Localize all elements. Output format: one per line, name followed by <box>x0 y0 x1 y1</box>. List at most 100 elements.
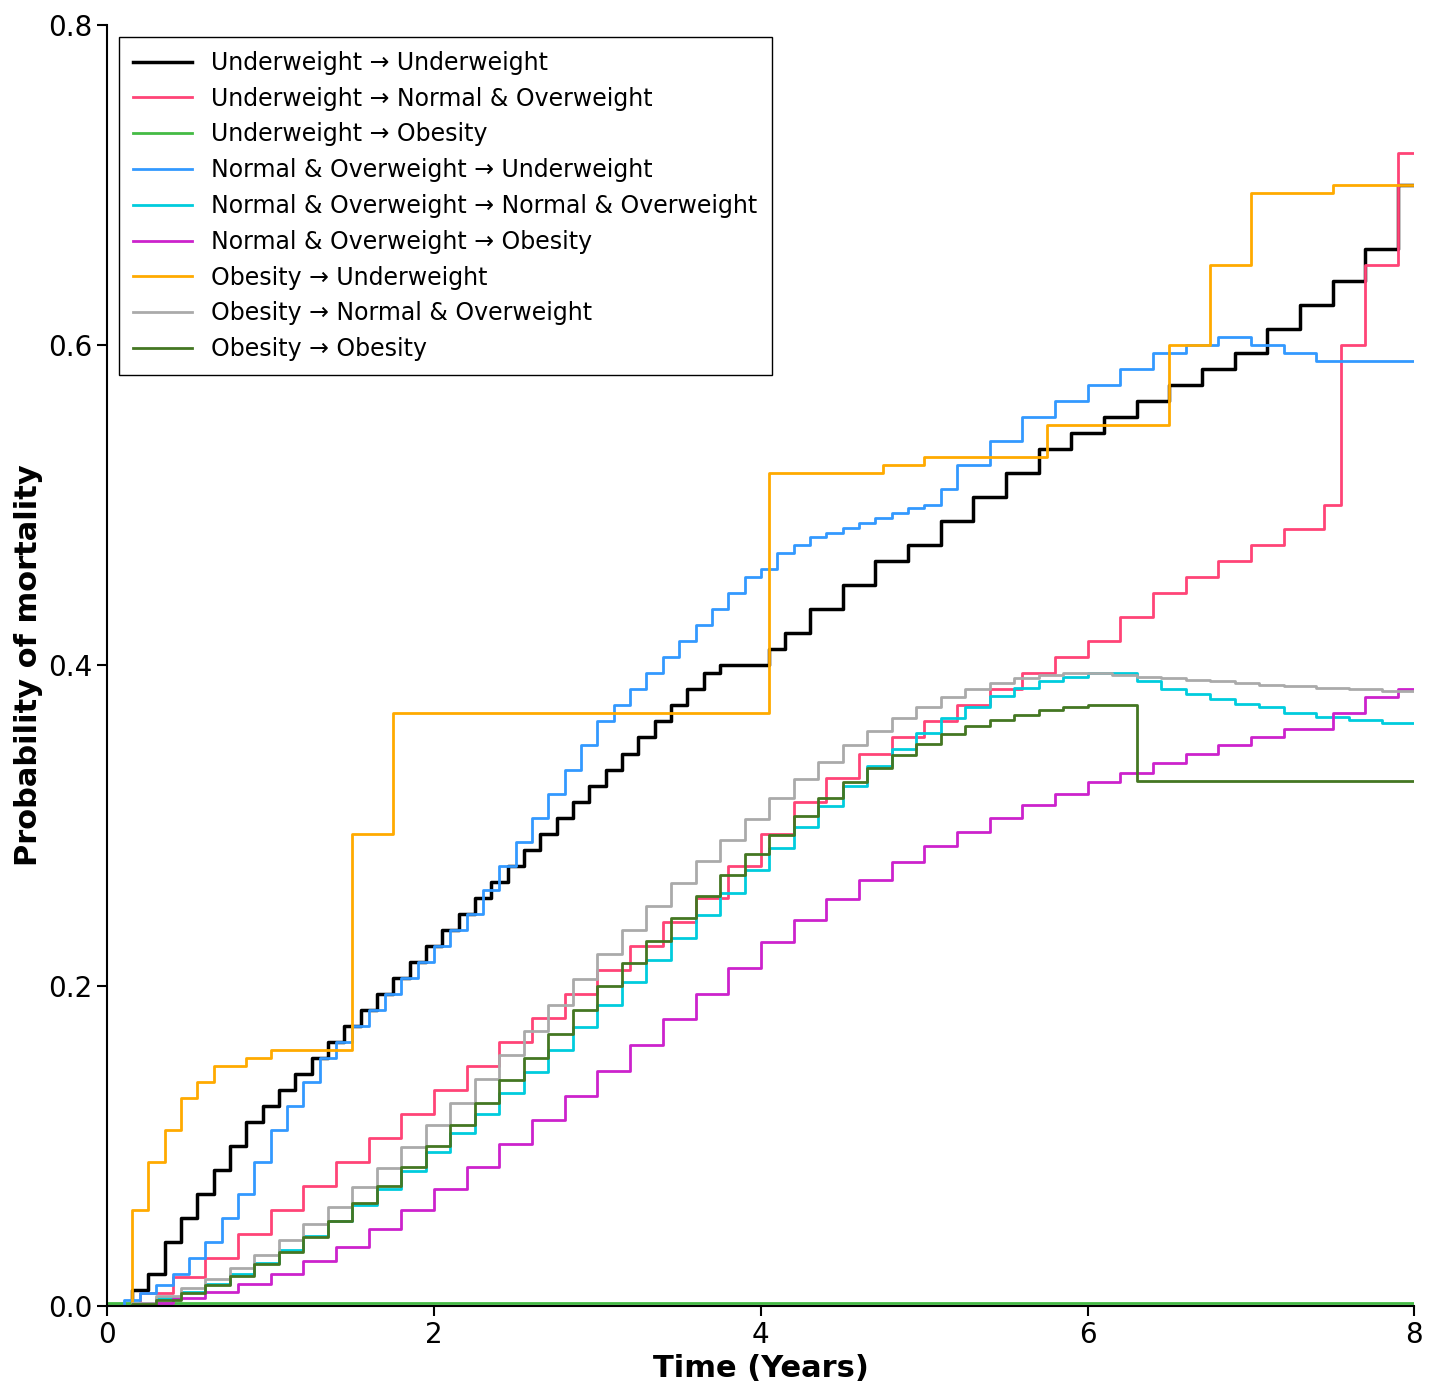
Underweight → Normal & Overweight <box>1405 145 1423 162</box>
Normal & Overweight → Normal & Overweight <box>1250 698 1267 715</box>
Normal & Overweight → Underweight <box>589 712 606 729</box>
Underweight → Normal & Overweight <box>491 1034 509 1051</box>
Obesity → Underweight <box>1038 416 1055 433</box>
Obesity → Obesity <box>858 760 875 777</box>
Underweight → Normal & Overweight <box>851 745 868 761</box>
Underweight → Normal & Overweight <box>818 770 835 787</box>
Underweight → Normal & Overweight <box>1144 585 1161 602</box>
Normal & Overweight → Obesity <box>197 1284 214 1301</box>
Obesity → Obesity <box>1405 773 1423 789</box>
Normal & Overweight → Obesity <box>1323 705 1341 722</box>
Line: Obesity → Normal & Overweight: Obesity → Normal & Overweight <box>108 673 1414 1306</box>
Obesity → Normal & Overweight <box>833 738 851 754</box>
Obesity → Underweight <box>997 448 1015 465</box>
Underweight → Normal & Overweight <box>361 1129 378 1146</box>
Obesity → Underweight <box>671 705 688 722</box>
Obesity → Underweight <box>343 826 361 842</box>
Line: Normal & Overweight → Obesity: Normal & Overweight → Obesity <box>108 690 1414 1306</box>
Normal & Overweight → Obesity <box>1013 796 1030 813</box>
Obesity → Underweight <box>875 457 892 474</box>
Obesity → Underweight <box>507 705 525 722</box>
Obesity → Obesity <box>1104 697 1121 714</box>
Line: Underweight → Normal & Overweight: Underweight → Normal & Overweight <box>108 154 1414 1306</box>
Normal & Overweight → Underweight <box>1275 345 1292 362</box>
Underweight → Normal & Overweight <box>131 1285 148 1302</box>
Obesity → Normal & Overweight <box>1250 676 1267 693</box>
Underweight → Normal & Overweight <box>392 1105 410 1122</box>
Normal & Overweight → Normal & Overweight <box>99 1298 116 1315</box>
Underweight → Underweight <box>711 657 729 673</box>
Normal & Overweight → Obesity <box>131 1295 148 1312</box>
Obesity → Underweight <box>172 1090 190 1106</box>
Obesity → Normal & Overweight <box>441 1094 458 1111</box>
Underweight → Underweight <box>1161 377 1178 394</box>
Normal & Overweight → Underweight <box>1210 328 1227 345</box>
Normal & Overweight → Obesity <box>328 1238 345 1255</box>
Normal & Overweight → Obesity <box>1357 689 1374 705</box>
Normal & Overweight → Normal & Overweight <box>1104 665 1121 682</box>
Normal & Overweight → Normal & Overweight <box>441 1125 458 1141</box>
Obesity → Underweight <box>1243 184 1260 201</box>
Obesity → Underweight <box>205 1058 223 1074</box>
Normal & Overweight → Underweight <box>230 1186 247 1203</box>
Normal & Overweight → Obesity <box>1079 774 1096 791</box>
Normal & Overweight → Obesity <box>1144 754 1161 771</box>
Obesity → Normal & Overweight <box>99 1298 116 1315</box>
Normal & Overweight → Obesity <box>981 809 999 826</box>
Obesity → Underweight <box>1161 337 1178 353</box>
Obesity → Normal & Overweight <box>858 722 875 739</box>
Obesity → Underweight <box>589 705 606 722</box>
Obesity → Underweight <box>262 1041 279 1058</box>
Normal & Overweight → Obesity <box>392 1201 410 1218</box>
Underweight → Normal & Overweight <box>981 682 999 698</box>
Underweight → Normal & Overweight <box>915 712 933 729</box>
X-axis label: Time (Years): Time (Years) <box>652 1354 869 1383</box>
Normal & Overweight → Normal & Overweight <box>907 724 924 740</box>
Obesity → Obesity <box>441 1116 458 1133</box>
Normal & Overweight → Obesity <box>164 1289 181 1306</box>
Normal & Overweight → Obesity <box>785 912 802 929</box>
Underweight → Normal & Overweight <box>295 1178 312 1194</box>
Underweight → Normal & Overweight <box>99 1298 116 1315</box>
Underweight → Normal & Overweight <box>1079 633 1096 650</box>
Obesity → Obesity <box>99 1298 116 1315</box>
Y-axis label: Probability of mortality: Probability of mortality <box>14 465 43 866</box>
Normal & Overweight → Obesity <box>491 1136 509 1153</box>
Normal & Overweight → Obesity <box>556 1088 573 1105</box>
Normal & Overweight → Obesity <box>720 960 737 977</box>
Obesity → Obesity <box>1250 773 1267 789</box>
Normal & Overweight → Obesity <box>948 824 966 841</box>
Normal & Overweight → Obesity <box>425 1180 443 1197</box>
Line: Underweight → Underweight: Underweight → Underweight <box>108 184 1414 1306</box>
Normal & Overweight → Obesity <box>654 1011 671 1028</box>
Underweight → Underweight <box>303 1049 320 1066</box>
Obesity → Normal & Overweight <box>907 698 924 715</box>
Obesity → Underweight <box>385 705 402 722</box>
Underweight → Normal & Overweight <box>948 697 966 714</box>
Normal & Overweight → Obesity <box>1210 738 1227 754</box>
Normal & Overweight → Underweight <box>262 1122 279 1139</box>
Normal & Overweight → Obesity <box>295 1253 312 1270</box>
Normal & Overweight → Obesity <box>1046 785 1063 802</box>
Underweight → Underweight <box>368 985 385 1002</box>
Normal & Overweight → Obesity <box>458 1158 476 1175</box>
Normal & Overweight → Obesity <box>1390 682 1407 698</box>
Underweight → Normal & Overweight <box>328 1154 345 1171</box>
Obesity → Underweight <box>157 1122 174 1139</box>
Obesity → Underweight <box>425 705 443 722</box>
Normal & Overweight → Obesity <box>230 1275 247 1292</box>
Underweight → Normal & Overweight <box>752 826 769 842</box>
Line: Obesity → Underweight: Obesity → Underweight <box>108 184 1414 1306</box>
Underweight → Normal & Overweight <box>589 961 606 978</box>
Line: Normal & Overweight → Underweight: Normal & Overweight → Underweight <box>108 337 1414 1306</box>
Underweight → Normal & Overweight <box>622 937 639 954</box>
Normal & Overweight → Normal & Overweight <box>1079 665 1096 682</box>
Underweight → Underweight <box>188 1186 205 1203</box>
Normal & Overweight → Obesity <box>99 1298 116 1315</box>
Obesity → Underweight <box>139 1154 157 1171</box>
Normal & Overweight → Obesity <box>851 872 868 888</box>
Obesity → Normal & Overweight <box>1104 666 1121 683</box>
Underweight → Normal & Overweight <box>556 985 573 1002</box>
Underweight → Normal & Overweight <box>425 1081 443 1098</box>
Normal & Overweight → Obesity <box>1112 764 1129 781</box>
